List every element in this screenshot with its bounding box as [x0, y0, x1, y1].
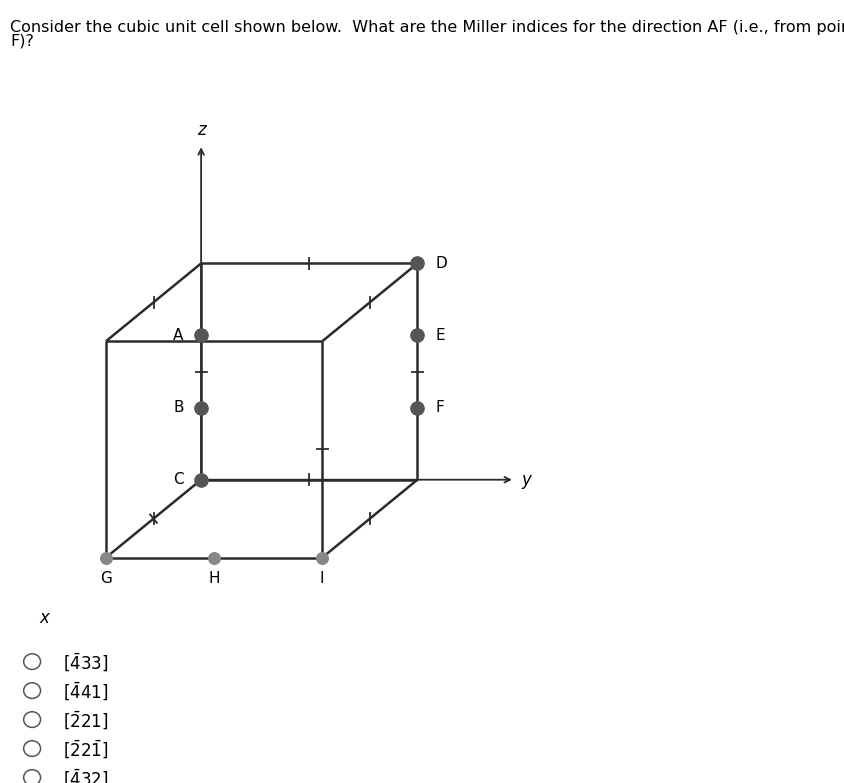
Text: B: B — [173, 400, 183, 415]
Text: A: A — [173, 328, 183, 343]
Text: [$\bar{2}$2$\bar{1}$]: [$\bar{2}$2$\bar{1}$] — [63, 738, 109, 760]
Point — [194, 474, 208, 486]
Text: x: x — [40, 608, 50, 626]
Text: G: G — [100, 571, 111, 586]
Text: H: H — [208, 571, 219, 586]
Text: F)?: F)? — [10, 34, 34, 49]
Text: [$\bar{2}$21]: [$\bar{2}$21] — [63, 709, 109, 731]
Text: [$\bar{4}$33]: [$\bar{4}$33] — [63, 651, 109, 673]
Text: F: F — [435, 400, 443, 415]
Text: D: D — [435, 256, 446, 271]
Point — [410, 329, 424, 341]
Point — [410, 402, 424, 414]
Text: I: I — [320, 571, 324, 586]
Point — [410, 257, 424, 269]
Text: y: y — [521, 471, 531, 489]
Text: [$\bar{4}$41]: [$\bar{4}$41] — [63, 680, 109, 702]
Point — [194, 329, 208, 341]
Point — [99, 551, 112, 564]
Text: Consider the cubic unit cell shown below.  What are the Miller indices for the d: Consider the cubic unit cell shown below… — [10, 20, 844, 34]
Text: E: E — [435, 328, 444, 343]
Point — [315, 551, 328, 564]
Point — [194, 402, 208, 414]
Text: z: z — [197, 121, 205, 139]
Point — [207, 551, 220, 564]
Text: [$\bar{4}$32]: [$\bar{4}$32] — [63, 767, 109, 783]
Text: C: C — [173, 472, 183, 487]
